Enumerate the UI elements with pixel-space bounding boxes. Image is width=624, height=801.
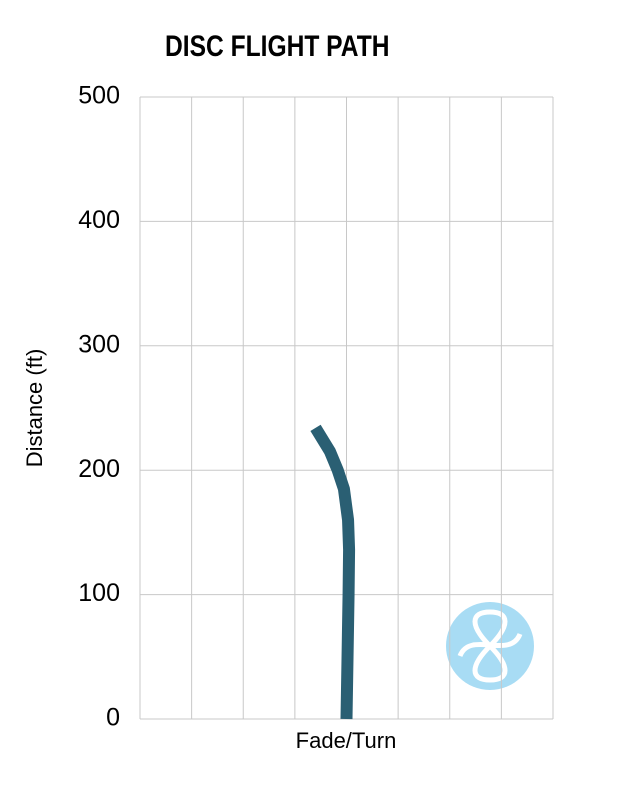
logo bbox=[446, 602, 534, 690]
y-tick-label: 500 bbox=[78, 82, 120, 110]
y-axis-label: Distance (ft) bbox=[22, 349, 47, 468]
chart-title: DISC FLIGHT PATH bbox=[165, 29, 389, 63]
y-tick-label: 400 bbox=[78, 206, 120, 234]
flight-path bbox=[310, 424, 356, 720]
y-tick-label: 100 bbox=[78, 579, 120, 607]
y-tick-label: 300 bbox=[78, 330, 120, 358]
y-tick-label: 200 bbox=[78, 455, 120, 483]
x-axis-label: Fade/Turn bbox=[296, 728, 397, 753]
y-tick-label: 0 bbox=[106, 704, 120, 732]
